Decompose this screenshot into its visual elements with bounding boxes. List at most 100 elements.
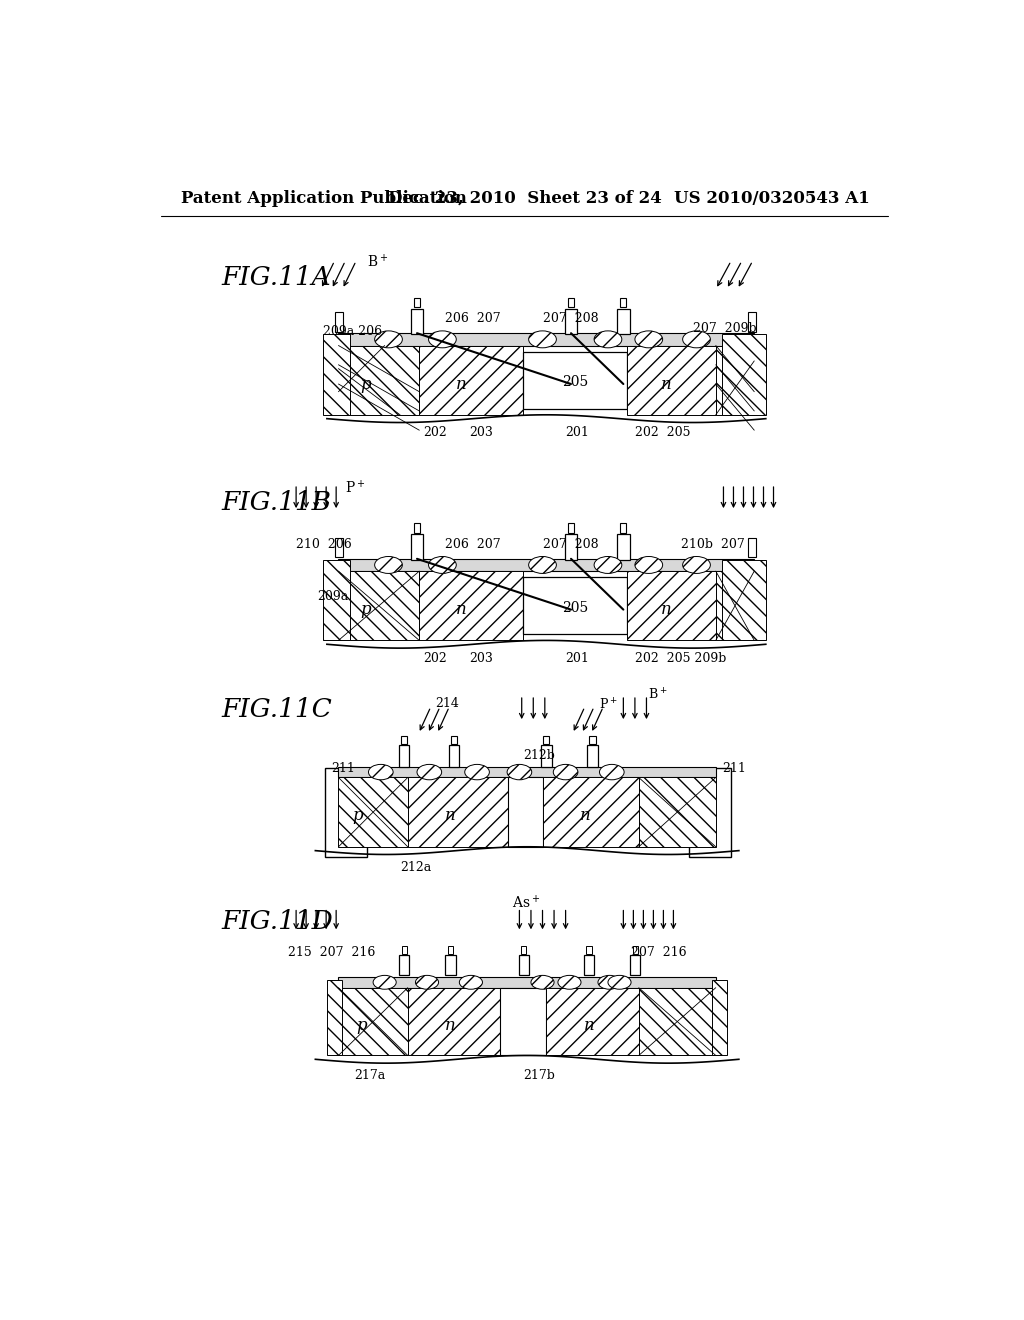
Text: 211: 211 — [331, 762, 354, 775]
Text: n: n — [580, 808, 590, 825]
Bar — [400, 737, 407, 743]
Bar — [523, 577, 628, 635]
Ellipse shape — [683, 331, 711, 348]
Ellipse shape — [369, 764, 393, 780]
Text: B$^+$: B$^+$ — [648, 688, 668, 702]
Polygon shape — [547, 987, 639, 1056]
Polygon shape — [628, 346, 716, 414]
Polygon shape — [408, 777, 508, 847]
Text: FIG.11A: FIG.11A — [221, 264, 331, 289]
Polygon shape — [712, 979, 727, 1056]
Ellipse shape — [417, 764, 441, 780]
Bar — [617, 535, 630, 560]
Polygon shape — [419, 346, 523, 414]
Polygon shape — [339, 346, 419, 414]
Text: Patent Application Publication: Patent Application Publication — [180, 190, 467, 207]
Text: 203: 203 — [469, 426, 494, 440]
Bar — [590, 737, 596, 743]
Text: p: p — [360, 601, 371, 618]
Text: n: n — [444, 1016, 456, 1034]
Ellipse shape — [558, 975, 581, 989]
Text: n: n — [584, 1016, 594, 1034]
Bar — [500, 987, 547, 1056]
Polygon shape — [722, 560, 766, 640]
Text: 207  209b: 207 209b — [692, 322, 757, 335]
Polygon shape — [628, 572, 716, 640]
Text: 201: 201 — [565, 652, 590, 665]
Ellipse shape — [465, 764, 489, 780]
Bar — [568, 524, 574, 533]
Bar — [325, 768, 367, 857]
Bar — [631, 956, 640, 975]
Bar — [449, 744, 460, 767]
Ellipse shape — [598, 975, 621, 989]
Bar — [587, 946, 592, 954]
Bar — [621, 524, 627, 533]
Ellipse shape — [429, 331, 457, 348]
Bar — [398, 744, 410, 767]
Text: 201: 201 — [565, 426, 590, 440]
Text: 207  208: 207 208 — [543, 539, 598, 550]
Text: n: n — [444, 808, 456, 825]
Bar — [336, 539, 343, 557]
Bar — [414, 524, 420, 533]
Bar — [411, 535, 423, 560]
Ellipse shape — [528, 557, 556, 573]
Text: 205: 205 — [562, 601, 588, 615]
Polygon shape — [323, 560, 350, 640]
Ellipse shape — [608, 975, 631, 989]
Ellipse shape — [635, 557, 663, 573]
Text: 209a: 209a — [316, 590, 348, 603]
Bar — [336, 313, 343, 331]
Bar — [749, 313, 756, 331]
Polygon shape — [339, 777, 408, 847]
Polygon shape — [327, 979, 342, 1056]
Text: 210  206: 210 206 — [296, 539, 352, 550]
Text: 209a 206: 209a 206 — [323, 326, 382, 338]
Polygon shape — [408, 987, 500, 1056]
Ellipse shape — [594, 557, 622, 573]
Ellipse shape — [528, 331, 556, 348]
Ellipse shape — [553, 764, 578, 780]
Ellipse shape — [594, 331, 622, 348]
Text: 217b: 217b — [523, 1069, 555, 1082]
Text: 206  207: 206 207 — [444, 539, 501, 550]
Bar — [518, 956, 528, 975]
Bar — [689, 768, 731, 857]
Text: 207  208: 207 208 — [543, 313, 598, 326]
Text: 202  205: 202 205 — [635, 426, 690, 440]
Bar — [565, 309, 578, 334]
Text: As$^+$: As$^+$ — [512, 894, 540, 911]
Bar — [414, 298, 420, 308]
Bar — [339, 333, 755, 346]
Polygon shape — [543, 777, 639, 847]
Ellipse shape — [460, 975, 482, 989]
Text: 211: 211 — [722, 762, 745, 775]
Bar — [633, 946, 638, 954]
Text: B$^+$: B$^+$ — [367, 253, 388, 271]
Text: 214: 214 — [435, 697, 459, 710]
Text: n: n — [457, 601, 467, 618]
Ellipse shape — [375, 557, 402, 573]
Text: p: p — [360, 375, 371, 392]
Bar — [339, 977, 716, 987]
Text: Dec. 23, 2010  Sheet 23 of 24: Dec. 23, 2010 Sheet 23 of 24 — [388, 190, 662, 207]
Text: 217a: 217a — [354, 1069, 385, 1082]
Text: US 2010/0320543 A1: US 2010/0320543 A1 — [674, 190, 869, 207]
Bar — [544, 737, 550, 743]
Polygon shape — [419, 572, 523, 640]
Bar — [451, 737, 457, 743]
Bar — [411, 309, 423, 334]
Bar — [541, 744, 552, 767]
Polygon shape — [339, 572, 419, 640]
Polygon shape — [639, 777, 716, 847]
Bar — [339, 767, 716, 777]
Bar — [521, 946, 526, 954]
Text: FIG.11D: FIG.11D — [221, 909, 333, 935]
Ellipse shape — [599, 764, 625, 780]
Text: n: n — [457, 375, 467, 392]
Text: 206  207: 206 207 — [444, 313, 501, 326]
Text: n: n — [660, 601, 671, 618]
Text: p: p — [356, 1016, 367, 1034]
Ellipse shape — [429, 557, 457, 573]
